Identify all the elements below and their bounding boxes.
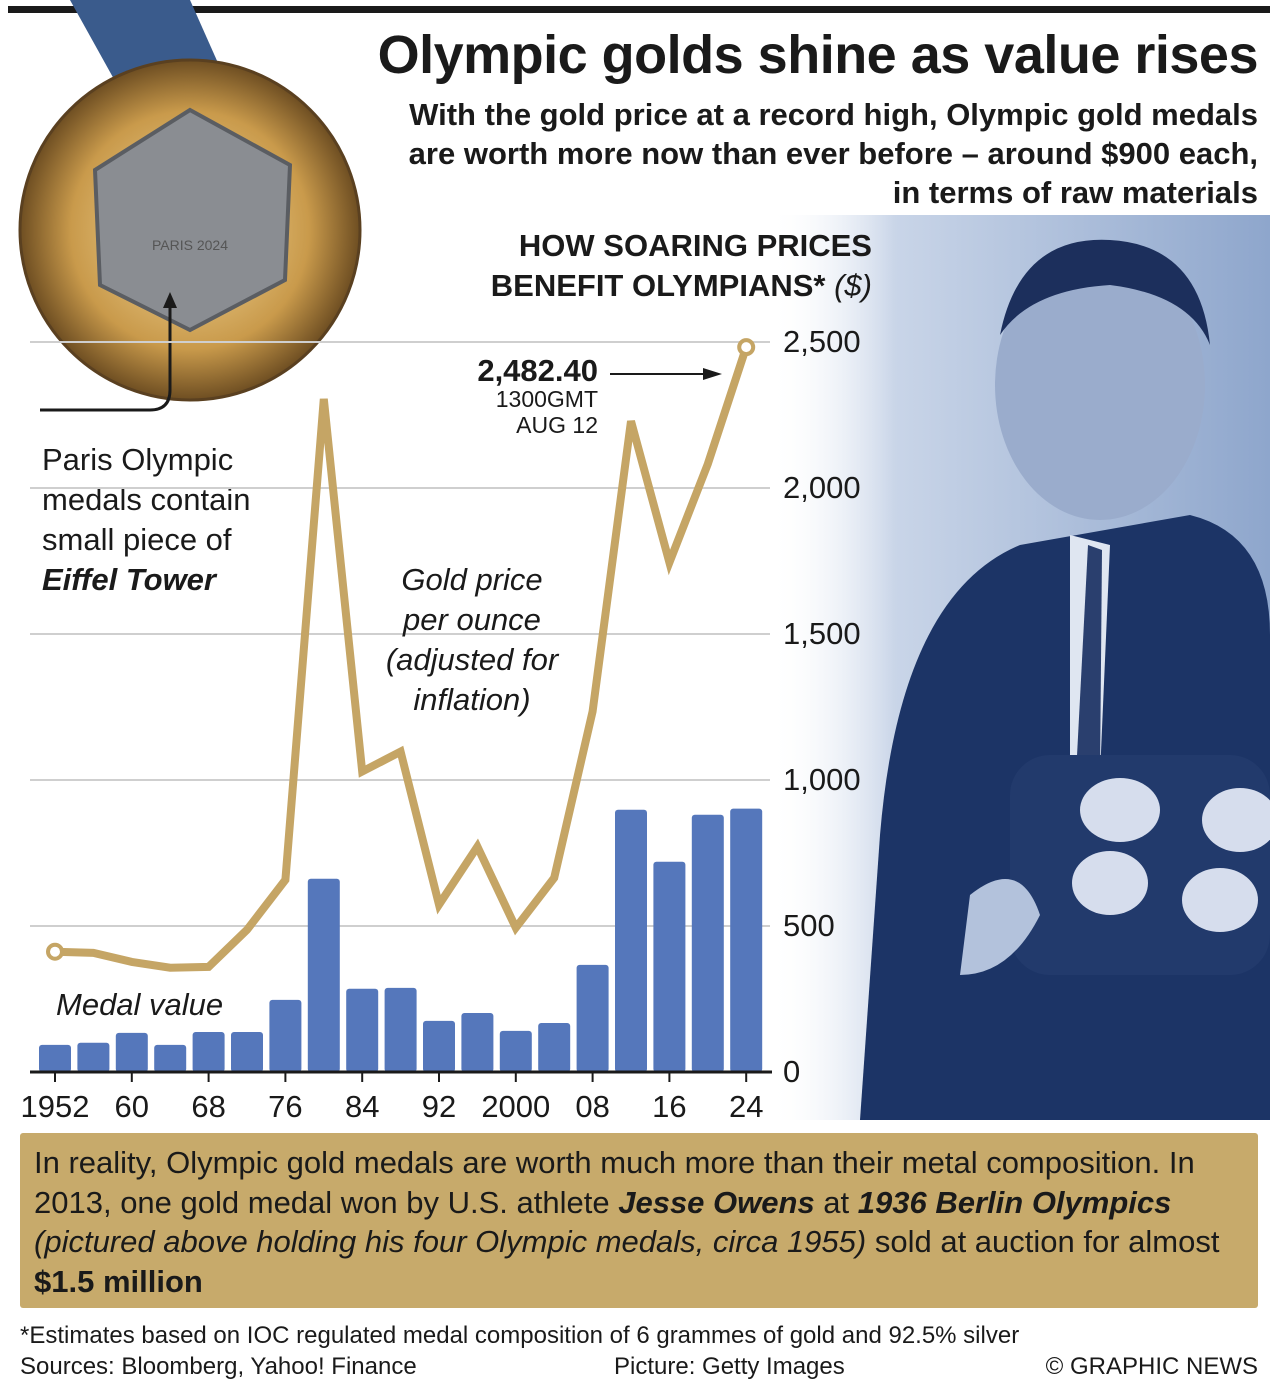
- gold-price-line: [54, 345, 751, 972]
- bar-20: [691, 814, 724, 1072]
- x-tick-label: 92: [422, 1089, 456, 1124]
- headline: Olympic golds shine as value rises: [377, 25, 1259, 85]
- bar-04: [538, 1022, 571, 1072]
- line-endpoint-1952: [46, 942, 64, 961]
- bar-60: [115, 1032, 148, 1072]
- sources: Sources: Bloomberg, Yahoo! Finance: [20, 1353, 417, 1380]
- bar-96: [461, 1013, 494, 1072]
- subtitle: With the gold price at a record high, Ol…: [408, 97, 1258, 210]
- latest-price-annotation: 2,482.40 1300GMT AUG 12: [477, 353, 598, 438]
- y-tick-label: 2,500: [783, 324, 861, 359]
- svg-text:PARIS 2024: PARIS 2024: [152, 237, 228, 253]
- jesse-owens-note: In reality, Olympic gold medals are wort…: [20, 1133, 1258, 1308]
- graphic-news-credit: © GRAPHIC NEWS: [1045, 1353, 1258, 1380]
- bar-series-label: Medal value: [56, 987, 224, 1022]
- x-tick-label: 24: [729, 1089, 763, 1124]
- picture-credit: Picture: Getty Images: [614, 1353, 845, 1380]
- bar-64: [154, 1044, 187, 1072]
- y-tick-label: 1,000: [783, 762, 861, 797]
- bar-92: [423, 1020, 455, 1072]
- bar-72: [231, 1031, 263, 1072]
- bar-56: [77, 1042, 110, 1072]
- y-tick-label: 500: [783, 908, 835, 943]
- bar-80: [307, 878, 340, 1072]
- y-tick-label: 2,000: [783, 470, 861, 505]
- y-tick-label: 0: [783, 1054, 800, 1089]
- bar-88: [384, 987, 417, 1072]
- x-tick-label: 60: [115, 1089, 149, 1124]
- x-tick-label: 08: [575, 1089, 609, 1124]
- bar-12: [615, 809, 647, 1072]
- jesse-owens-photo: [770, 215, 1270, 1120]
- x-tick-label: 84: [345, 1089, 379, 1124]
- medal-callout: Paris Olympic medals contain small piece o…: [42, 442, 251, 597]
- bar-08: [576, 964, 609, 1072]
- x-tick-label: 16: [652, 1089, 686, 1124]
- bar-24: [730, 808, 763, 1072]
- bar-1952: [39, 1044, 71, 1072]
- x-tick-label: 76: [268, 1089, 302, 1124]
- x-tick-label: 1952: [21, 1089, 90, 1124]
- bar-76: [269, 999, 302, 1072]
- annotation-arrowhead: [703, 368, 722, 380]
- top-rule: [8, 6, 1270, 13]
- x-tick-label: 68: [191, 1089, 225, 1124]
- line-series-label: Gold price per ounce (adjusted for inflatio…: [385, 562, 559, 717]
- bar-84: [346, 988, 379, 1072]
- bar-16: [653, 861, 686, 1072]
- chart-title: HOW SOARING PRICES BENEFIT OLYMPIANS* ($…: [490, 228, 872, 303]
- footnote: *Estimates based on IOC regulated medal …: [20, 1322, 1020, 1349]
- paris-medal-image: PARIS 2024: [18, 0, 362, 412]
- bar-68: [192, 1031, 225, 1072]
- x-tick-label: 2000: [481, 1089, 550, 1124]
- y-tick-label: 1,500: [783, 616, 861, 651]
- bar-2000: [499, 1030, 532, 1072]
- chart: 0 500 1,000 1,500 2,000 2,500 1952 60 68 76 84 92 20…: [21, 324, 861, 1124]
- line-endpoint-24: [737, 338, 756, 357]
